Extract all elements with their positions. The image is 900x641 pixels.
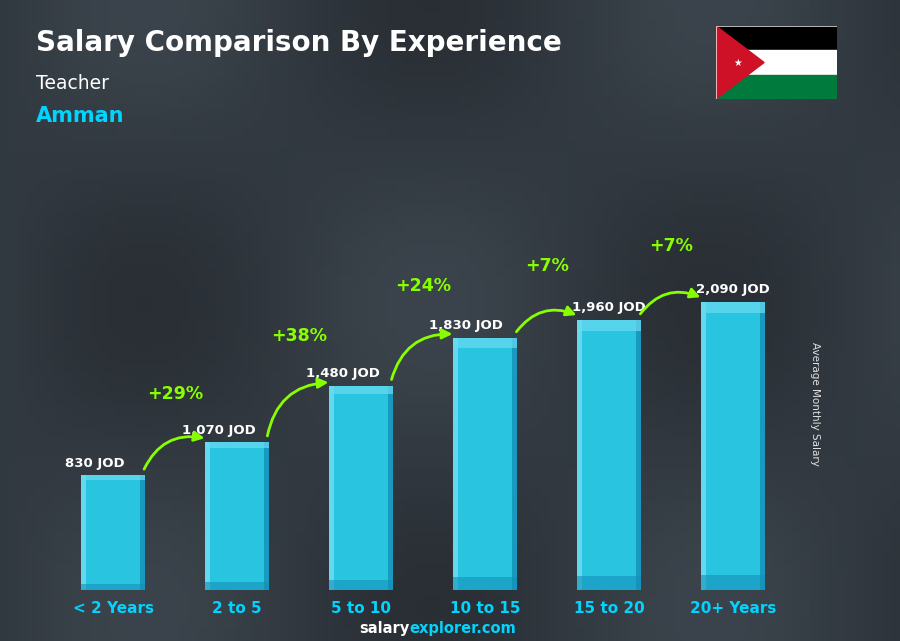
FancyBboxPatch shape xyxy=(577,320,581,590)
Bar xyxy=(453,338,518,590)
FancyBboxPatch shape xyxy=(265,442,269,590)
Bar xyxy=(328,579,393,590)
Bar xyxy=(81,476,146,480)
Polygon shape xyxy=(716,26,764,99)
Text: +7%: +7% xyxy=(649,237,693,254)
Text: Amman: Amman xyxy=(36,106,124,126)
Text: +29%: +29% xyxy=(147,385,203,403)
Text: +38%: +38% xyxy=(271,327,327,345)
Bar xyxy=(716,26,837,50)
Text: +7%: +7% xyxy=(525,256,569,274)
FancyBboxPatch shape xyxy=(760,302,765,590)
FancyBboxPatch shape xyxy=(81,476,86,590)
Text: salary: salary xyxy=(359,621,410,637)
Bar xyxy=(205,442,269,448)
FancyBboxPatch shape xyxy=(388,386,393,590)
FancyBboxPatch shape xyxy=(700,302,706,590)
Bar xyxy=(716,75,837,99)
Text: 1,830 JOD: 1,830 JOD xyxy=(429,319,503,332)
Bar xyxy=(205,583,269,590)
FancyBboxPatch shape xyxy=(636,320,641,590)
Bar xyxy=(453,338,518,348)
Bar xyxy=(716,50,837,75)
Text: Salary Comparison By Experience: Salary Comparison By Experience xyxy=(36,29,562,57)
Bar xyxy=(700,302,765,313)
Text: 830 JOD: 830 JOD xyxy=(65,457,124,470)
Text: Average Monthly Salary: Average Monthly Salary xyxy=(809,342,820,466)
Text: 2,090 JOD: 2,090 JOD xyxy=(696,283,770,296)
Text: 1,480 JOD: 1,480 JOD xyxy=(305,367,380,380)
FancyBboxPatch shape xyxy=(512,338,517,590)
Bar xyxy=(81,476,146,590)
Bar xyxy=(577,320,641,590)
Bar xyxy=(700,302,765,590)
Bar xyxy=(81,584,146,590)
Bar xyxy=(577,320,641,331)
Text: Teacher: Teacher xyxy=(36,74,109,93)
Bar xyxy=(577,576,641,590)
Bar xyxy=(328,386,393,394)
FancyBboxPatch shape xyxy=(205,442,210,590)
Text: explorer.com: explorer.com xyxy=(410,621,517,637)
Bar xyxy=(328,386,393,590)
Text: 1,960 JOD: 1,960 JOD xyxy=(572,301,646,314)
FancyBboxPatch shape xyxy=(140,476,146,590)
Bar xyxy=(453,577,518,590)
Text: +24%: +24% xyxy=(395,276,451,295)
Bar xyxy=(205,442,269,590)
Text: 1,070 JOD: 1,070 JOD xyxy=(182,424,256,437)
Bar xyxy=(700,576,765,590)
FancyBboxPatch shape xyxy=(328,386,334,590)
Text: ★: ★ xyxy=(734,58,742,67)
FancyBboxPatch shape xyxy=(453,338,458,590)
